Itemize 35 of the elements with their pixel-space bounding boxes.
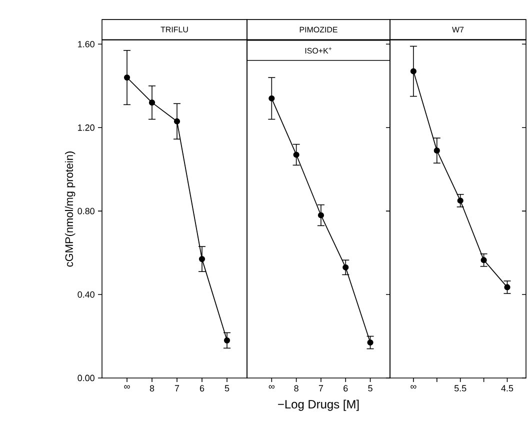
x-tick-label: 5 [368,385,372,392]
point [480,257,487,264]
y-tick-label: 0.40 [78,291,94,298]
x-tick-label: 8 [150,385,154,392]
y-tick-label: 1.20 [78,124,94,131]
point [434,148,440,154]
point [342,264,349,270]
point [198,256,206,262]
y-tick-label: 0.80 [78,208,94,214]
x-tick-label: 5 [224,385,230,392]
point [293,152,300,158]
x-tick-label: 7 [174,385,180,392]
point [410,68,417,74]
x-tick-label: 4.5 [501,385,514,392]
y-tick-label: 0.00 [78,374,94,382]
x-tick-label: 5.5 [454,385,466,392]
x-tick-label: 6 [344,385,348,392]
point [224,337,230,344]
x-tick-label: ∞ [124,385,130,389]
x-tick-label: 8 [294,385,298,392]
point [457,198,464,204]
point [174,118,180,124]
point [504,284,510,290]
y-tick-label: 1.60 [78,40,94,48]
x-axis-title: −Log Drugs [M] [278,400,359,411]
point [318,212,324,218]
y-axis-title: cGMP(nmol/mg protein) [64,152,76,267]
point [268,95,275,102]
x-tick-label: ∞ [268,385,274,389]
point [124,74,130,81]
x-tick-label: 7 [318,385,324,392]
x-tick-label: 6 [200,385,204,392]
point [148,100,156,106]
x-tick-label: ∞ [410,385,416,389]
point [367,339,374,346]
